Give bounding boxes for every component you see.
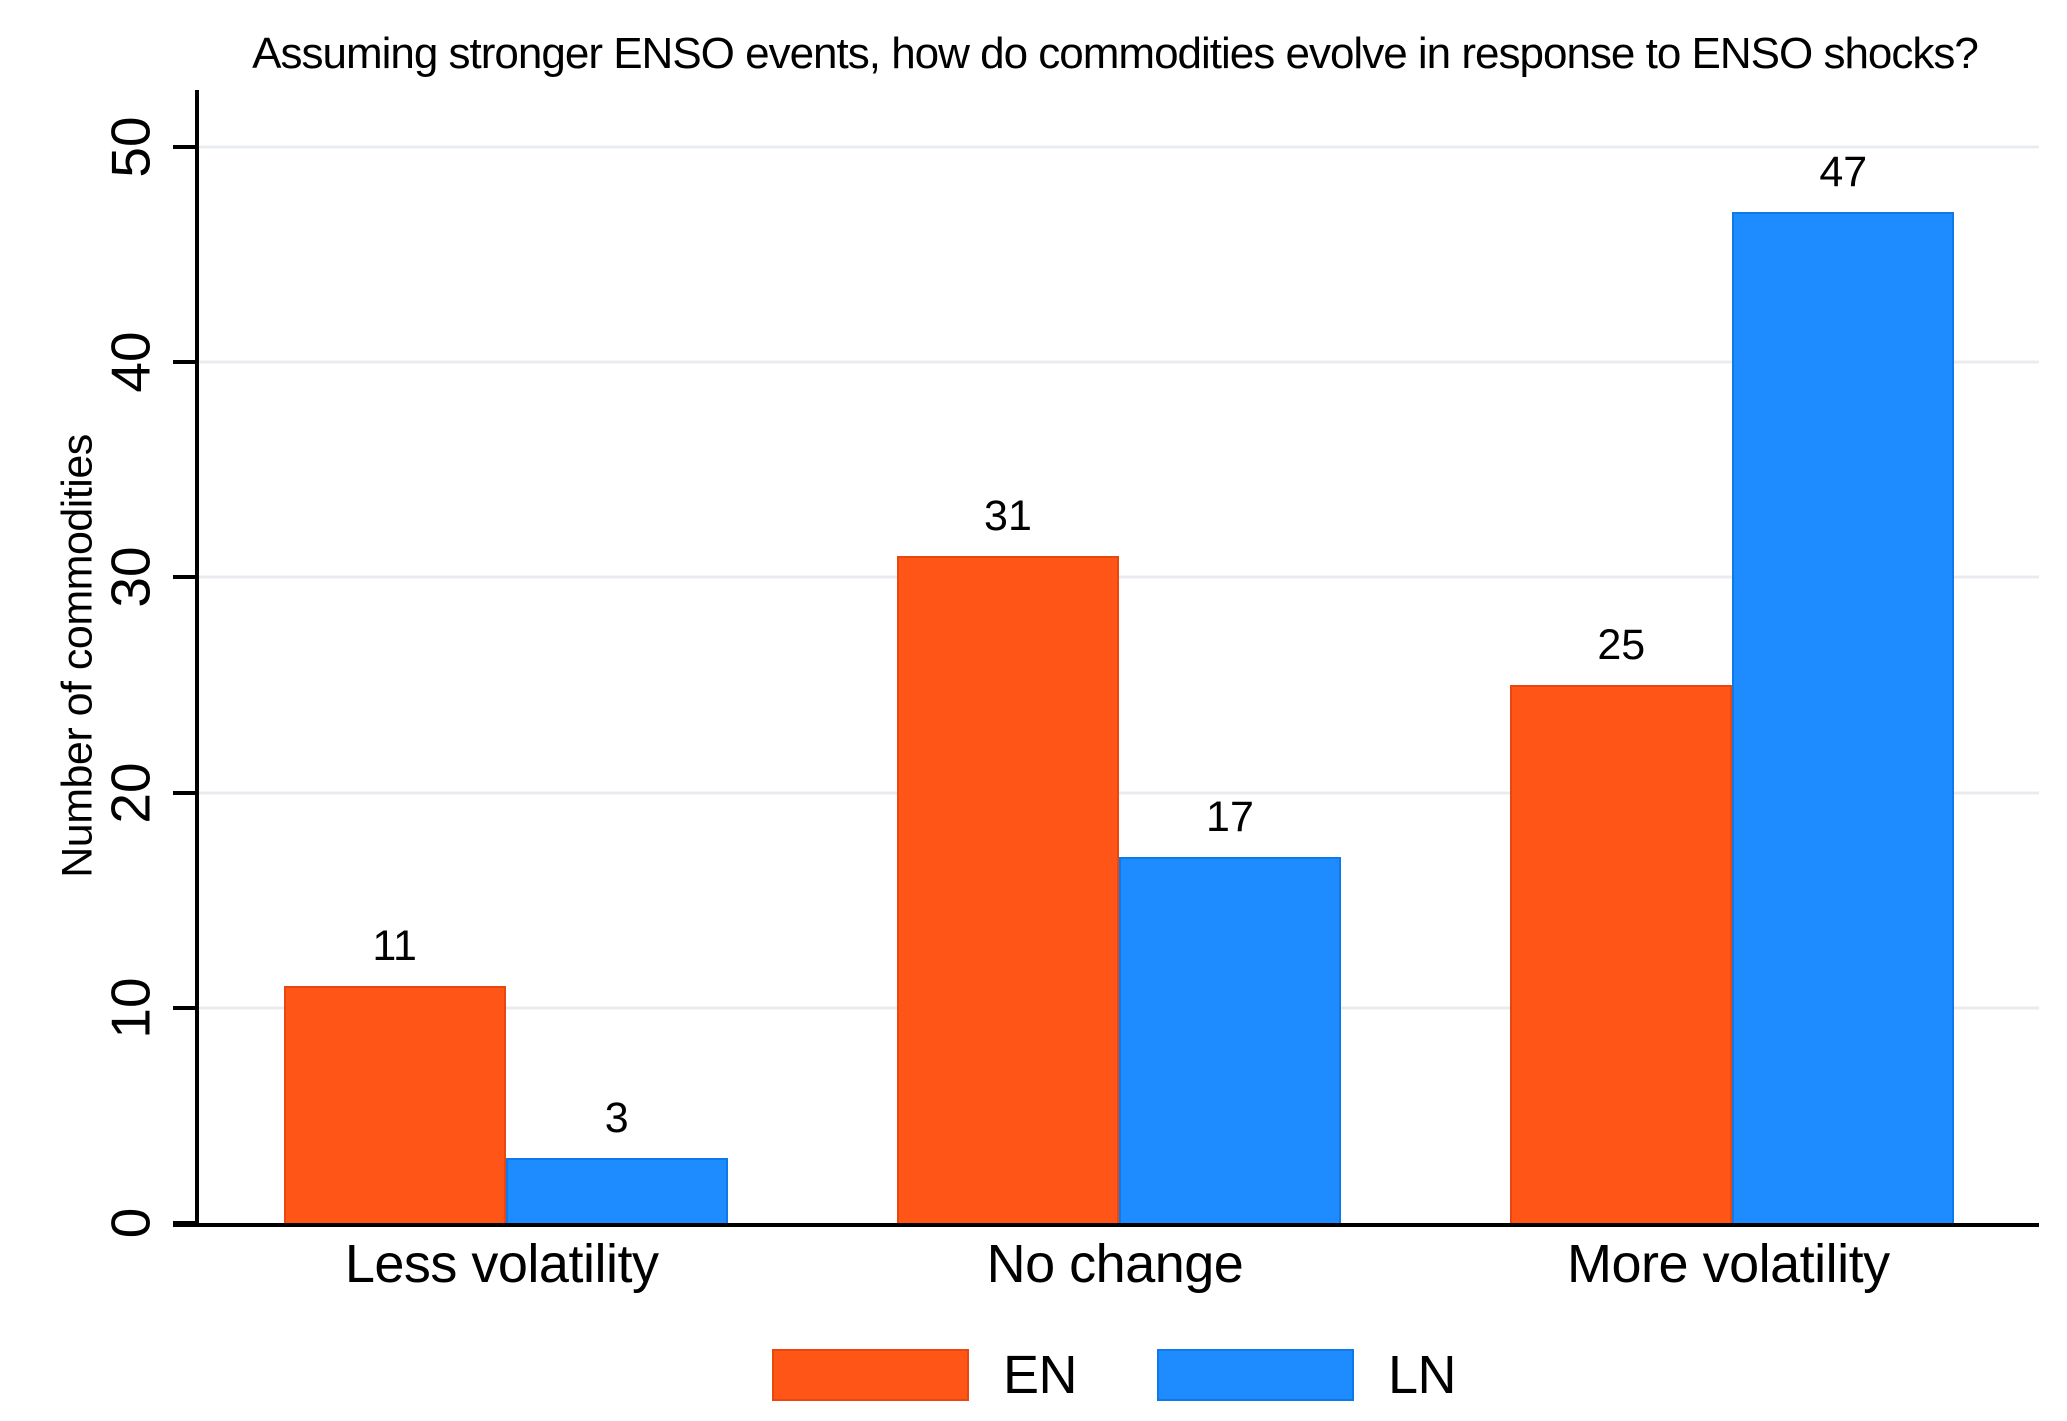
bar-ln-less-volatility: 3: [505, 1097, 728, 1223]
bar-ln-no-change: 17: [1118, 796, 1341, 1223]
gridline-20: [199, 791, 2039, 795]
y-tick-0: [173, 1221, 197, 1225]
x-category-label-no-change: No change: [986, 1234, 1244, 1294]
y-tick-40: [173, 360, 197, 365]
bar-value-label-ln-more-volatility: 47: [1819, 147, 1868, 196]
bar-value-label-en-more-volatility: 25: [1597, 621, 1646, 670]
y-tick-50: [173, 145, 197, 150]
chart-title: Assuming stronger ENSO events, how do co…: [252, 29, 1979, 78]
bar-group-no-change: 31 17: [812, 90, 1425, 1223]
y-axis-title: Number of commodities: [53, 434, 102, 878]
bar-group-less-volatility: 11 3: [199, 90, 812, 1223]
legend-label-en: EN: [1003, 1345, 1078, 1405]
y-tick-label-50: 50: [99, 116, 162, 178]
gridline-40: [199, 360, 2039, 364]
bar-value-label-en-less-volatility: 11: [372, 922, 417, 971]
x-category-label-less-volatility: Less volatility: [344, 1234, 659, 1294]
bar-ln-more-volatility: 47: [1732, 150, 1955, 1223]
gridline-30: [199, 575, 2039, 579]
y-tick-label-30: 30: [99, 546, 162, 609]
bar-group-more-volatility: 25 47: [1426, 90, 2039, 1223]
gridline-50: [199, 145, 2039, 149]
y-tick-label-20: 20: [99, 762, 162, 824]
legend-label-ln: LN: [1388, 1345, 1457, 1405]
bar-groups: 11 3 31 17 25 47: [199, 90, 2039, 1223]
bar-en-less-volatility: 11: [283, 925, 506, 1223]
bar-value-label-ln-less-volatility: 3: [604, 1094, 629, 1143]
y-tick-label-0: 0: [99, 1207, 162, 1239]
bar-value-label-ln-no-change: 17: [1206, 793, 1254, 842]
bar-value-label-en-no-change: 31: [984, 491, 1032, 540]
legend-swatch-en: [772, 1349, 969, 1401]
legend: EN LN: [772, 1345, 1457, 1405]
y-tick-label-40: 40: [99, 331, 162, 393]
y-tick-30: [173, 575, 197, 580]
x-category-label-more-volatility: More volatility: [1567, 1234, 1890, 1294]
bar-en-more-volatility: 25: [1510, 624, 1733, 1223]
y-tick-20: [173, 790, 197, 795]
bar-en-no-change: 31: [896, 494, 1119, 1223]
y-tick-label-10: 10: [99, 977, 162, 1039]
plot-area: 0 10 20 30 40 50 11 3 31 17 25 47: [100, 90, 2039, 1238]
y-tick-10: [173, 1005, 197, 1010]
legend-swatch-ln: [1157, 1349, 1355, 1401]
